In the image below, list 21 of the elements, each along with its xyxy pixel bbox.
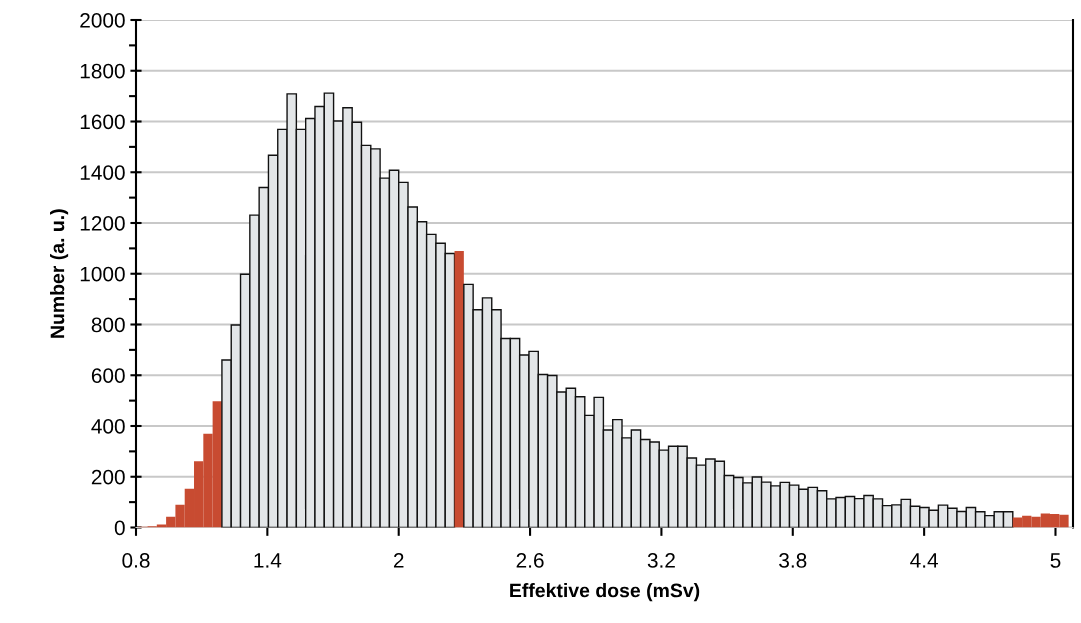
y-tick-label: 1600 (80, 114, 125, 130)
x-tick-label: 2 (393, 553, 404, 568)
y-tick-label: 400 (91, 419, 125, 434)
y-tick-label: 1400 (80, 165, 125, 180)
y-tick-label: 1200 (80, 216, 125, 231)
x-tick-label: 3.2 (647, 553, 675, 568)
x-axis-title: Effektive dose (mSv) (510, 583, 700, 602)
x-tick-label: 2.6 (516, 553, 544, 568)
y-tick-label: 1000 (80, 266, 125, 282)
x-tick-label: 0.8 (122, 553, 150, 568)
y-tick-label: 800 (91, 317, 125, 333)
y-tick-label: 1800 (80, 63, 125, 79)
x-tick-label: 1.4 (254, 553, 282, 568)
x-tick-label: 4.4 (910, 553, 938, 568)
y-tick-label: 200 (91, 469, 125, 485)
x-tick-label: 5 (1050, 553, 1061, 568)
x-tick-label: 3.8 (779, 553, 807, 568)
y-tick-label: 600 (91, 368, 125, 383)
y-axis-title: Number (a. u.) (50, 209, 69, 338)
y-tick-label: 0 (114, 520, 125, 536)
y-tick-label: 2000 (80, 13, 125, 28)
